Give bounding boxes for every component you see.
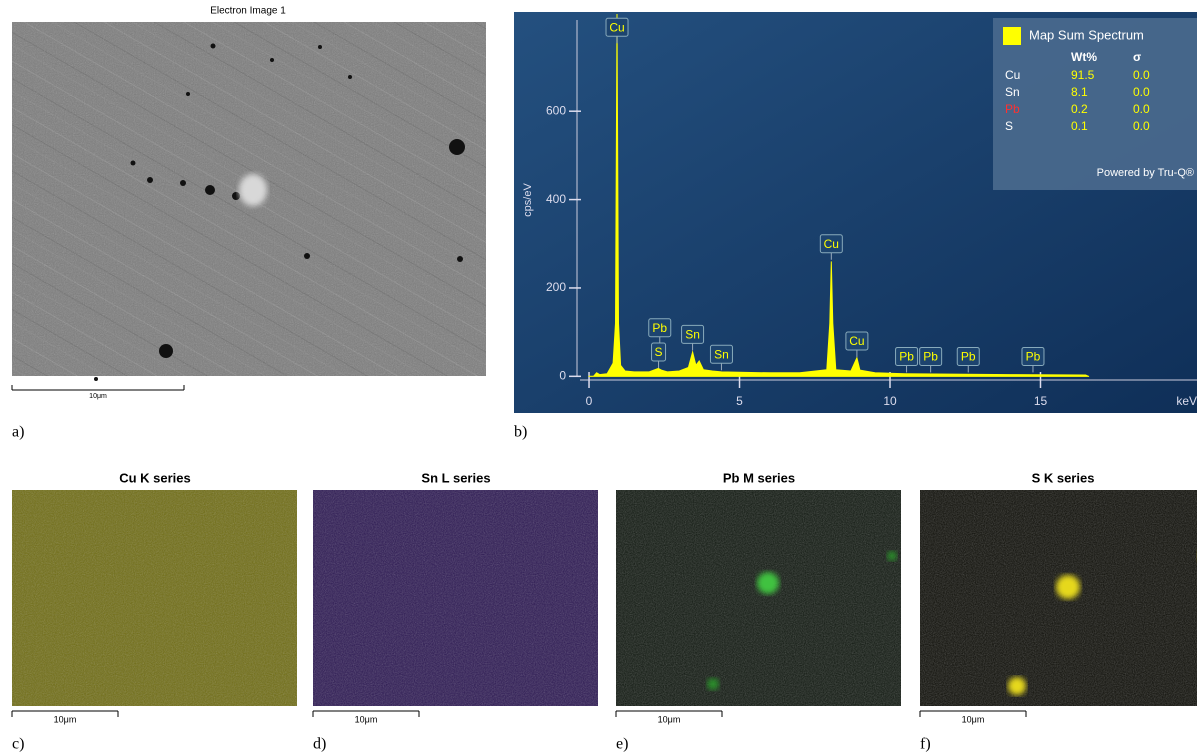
legend-sigma: 0.0 [1133,119,1150,133]
map-noise [616,490,901,706]
sem-title: Electron Image 1 [210,6,286,17]
panel-label: b) [514,424,527,441]
x-tick-label: 5 [736,394,743,408]
map-noise [920,490,1197,706]
legend-column: σ [1133,50,1141,64]
legend-wt: 8.1 [1071,85,1088,99]
y-tick-label: 0 [559,368,566,382]
legend-footer: Powered by Tru-Q® [1097,167,1194,179]
legend-wt: 0.2 [1071,102,1088,116]
map-title: Pb M series [723,470,795,485]
map-spot [887,551,897,561]
map-title: S K series [1032,470,1095,485]
peak-label: Pb [652,321,667,335]
peak-label: Sn [685,328,700,342]
sem-particle [239,174,267,206]
legend-element: S [1005,119,1013,133]
map-title: Cu K series [119,470,191,485]
map-spot [757,572,779,594]
legend-title: Map Sum Spectrum [1029,27,1144,42]
scale-bar-label: 10μm [54,714,77,724]
legend-sigma: 0.0 [1133,85,1150,99]
legend-element: Sn [1005,85,1020,99]
peak-label: Pb [899,350,914,364]
scale-bar-label: 10μm [355,714,378,724]
peak-label: Pb [961,350,976,364]
x-tick-label: 15 [1034,394,1048,408]
map-spot [1056,575,1080,599]
peak-label: Sn [714,347,729,361]
legend-element: Cu [1005,68,1020,82]
legend-column: Wt% [1071,50,1097,64]
element-maps: Cu K series 10μm c) Sn L series 10μm d) Pb M s… [12,470,1197,752]
peak-label: Cu [824,237,839,251]
legend-element: Pb [1005,102,1020,116]
peak-label: S [655,345,663,359]
map-spot [1008,677,1026,695]
legend-box [993,18,1197,190]
figure-canvas: Electron Image 1 10μm a) 0 200 400 600 0 5 10 1… [0,0,1197,756]
figure: Electron Image 1 10μm a) 0 200 400 600 0 5 10 1… [0,0,1197,756]
scale-bar-label: 10μm [658,714,681,724]
panel-label: a) [12,424,24,441]
panel-label: e) [616,736,628,753]
legend-swatch [1003,27,1021,45]
x-axis-label: keV [1176,394,1197,408]
legend-sigma: 0.0 [1133,68,1150,82]
legend-wt: 0.1 [1071,119,1088,133]
peak-label: Pb [1026,350,1041,364]
map-noise [12,490,297,706]
legend-sigma: 0.0 [1133,102,1150,116]
legend-wt: 91.5 [1071,68,1095,82]
scale-bar-label: 10μm [89,393,107,400]
map-spot [707,678,719,690]
peak-label: Cu [849,334,864,348]
panel-label: c) [12,736,24,753]
map-noise [313,490,598,706]
scale-bar-label: 10μm [962,714,985,724]
x-tick-label: 0 [586,394,593,408]
x-tick-label: 10 [883,394,897,408]
y-tick-label: 600 [546,103,566,117]
peak-label: Cu [609,20,624,34]
y-axis-label: cps/eV [522,183,534,217]
y-tick-label: 200 [546,280,566,294]
panel-label: d) [313,736,326,753]
peak-label: Pb [923,350,938,364]
panel-label: f) [920,736,931,753]
map-title: Sn L series [421,470,490,485]
y-tick-label: 400 [546,192,566,206]
